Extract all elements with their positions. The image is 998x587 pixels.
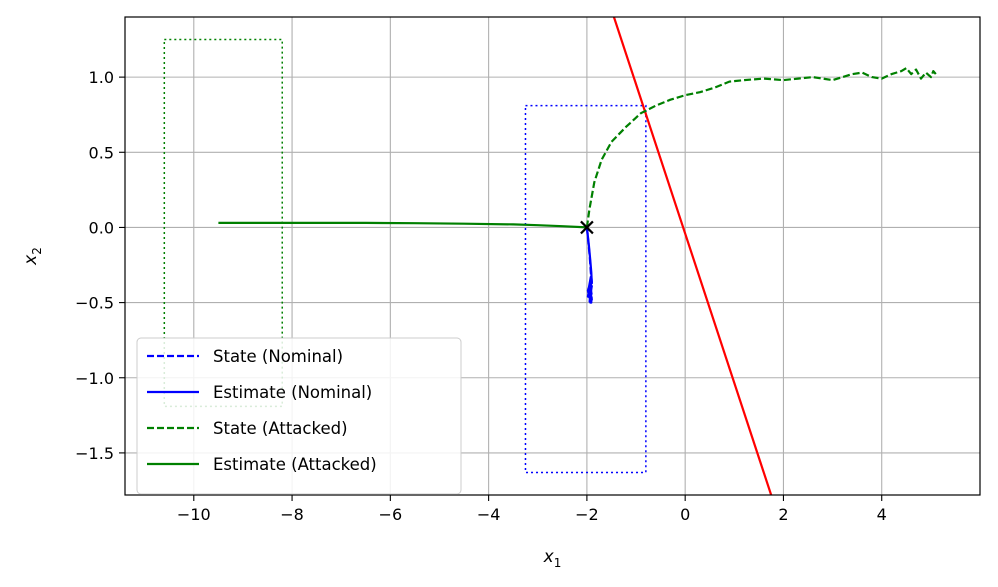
y-tick-label: −1.0 — [75, 369, 114, 388]
y-axis-label-sub: 2 — [30, 247, 44, 255]
x-tick-label: −2 — [575, 505, 599, 524]
x-tick-label: 2 — [778, 505, 788, 524]
y-tick-label: 0.0 — [89, 218, 114, 237]
y-tick-label: −1.5 — [75, 444, 114, 463]
legend: State (Nominal) Estimate (Nominal) State (… — [136, 337, 462, 495]
y-axis-label: x2 — [21, 247, 44, 266]
y-tick-label: 1.0 — [89, 68, 114, 87]
x-tick-label: −8 — [280, 505, 304, 524]
y-tick-label: 0.5 — [89, 143, 114, 162]
series-line-3 — [218, 221, 587, 229]
x-tick-label: −4 — [477, 505, 501, 524]
series-line-1 — [585, 227, 593, 304]
x-axis-label: x1 — [543, 547, 562, 570]
boundary-line — [612, 17, 773, 495]
y-axis-label-main: x — [21, 254, 41, 266]
grid — [125, 17, 980, 495]
y-tick-label: −0.5 — [75, 294, 114, 313]
x-tick-label: −10 — [177, 505, 211, 524]
x-marker-stroke-b — [580, 220, 594, 235]
legend-label-2: State (Attacked) — [213, 419, 348, 438]
legend-label-3: Estimate (Attacked) — [213, 455, 377, 474]
series-line-2 — [585, 66, 937, 228]
legend-label-0: State (Nominal) — [213, 347, 343, 366]
x-tick-label: 0 — [680, 505, 690, 524]
x-axis-label-main: x — [543, 547, 555, 567]
plot-area — [163, 17, 937, 495]
axes-frame — [124, 16, 981, 496]
dotted-region-rect — [524, 104, 647, 474]
legend-label-1: Estimate (Nominal) — [213, 383, 372, 402]
x-axis-label-sub: 1 — [554, 556, 562, 570]
legend-box — [136, 337, 462, 495]
x-tick-label: −6 — [379, 505, 403, 524]
x-tick-label: 4 — [877, 505, 887, 524]
ticks: −10 −8 −6 −4 −2 0 2 4 −1.5 −1.0 −0.5 0.0 0.5 1.0 — [75, 68, 887, 524]
